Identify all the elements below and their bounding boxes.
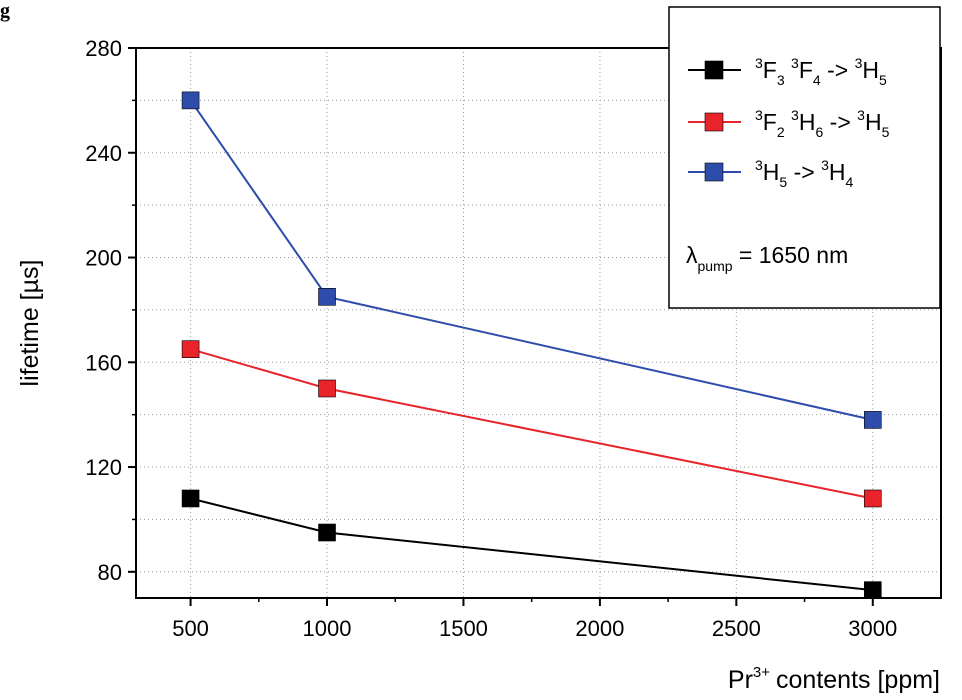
legend-label: 3H5 -> 3H4 (755, 157, 854, 190)
data-point (318, 288, 336, 306)
legend-label-part: F (763, 109, 777, 135)
series-0 (181, 489, 882, 599)
data-point (181, 489, 200, 508)
legend-label-part: -> (787, 159, 821, 185)
legend-box (668, 6, 941, 309)
legend-label-part: 3 (791, 55, 799, 71)
y-tick-label: 120 (85, 455, 122, 480)
legend-label-part: 3 (857, 107, 865, 123)
legend-label-part: 3 (755, 157, 763, 173)
pump-wavelength-annotation: λpump = 1650 nm (686, 242, 848, 274)
series-group (181, 91, 882, 599)
legend-label-part: 3 (821, 157, 829, 173)
y-tick-label: 80 (98, 560, 122, 585)
x-axis-title-text: contents [ppm] (776, 666, 940, 694)
legend-swatch-marker (704, 162, 724, 182)
legend-label: 3F3 3F4 -> 3H5 (755, 55, 887, 88)
legend-label-part: H (829, 159, 846, 185)
legend-entry-2: 3H5 -> 3H4 (688, 157, 854, 190)
legend-label-part: 5 (779, 174, 787, 190)
legend-label-part: 4 (846, 174, 854, 190)
y-tick-label: 240 (85, 141, 122, 166)
series-line (190, 348, 873, 500)
plot-frame (135, 47, 942, 599)
x-tick-label: 500 (172, 616, 209, 641)
x-tick-label: 3000 (848, 616, 897, 641)
pump-wavelength-value: = 1650 nm (733, 242, 849, 268)
x-tick-label: 1500 (439, 616, 488, 641)
x-axis-title-prefix: Pr (728, 666, 753, 694)
series-1 (181, 340, 882, 508)
legend-swatch-marker (704, 112, 724, 132)
x-tick-label: 1000 (303, 616, 352, 641)
legend-label-part: 6 (815, 124, 823, 140)
legend-label-part: 2 (777, 124, 785, 140)
legend-label: 3F2 3H6 -> 3H5 (755, 107, 890, 140)
legend-label-part: 3 (777, 72, 785, 88)
data-point (318, 379, 336, 398)
lambda-symbol: λ (686, 242, 698, 268)
y-axis-title: lifetime [µs] (16, 260, 44, 387)
data-point (863, 581, 882, 599)
axis-ticks: 80 120 160 200 240 280 500 1000 1500 2000 2500 3000 (85, 36, 897, 641)
y-tick-label: 160 (85, 350, 122, 375)
figure-label-fragment: g (0, 0, 10, 22)
legend-entry-1: 3F2 3H6 -> 3H5 (688, 107, 890, 140)
data-point (181, 91, 200, 110)
data-point (863, 489, 882, 508)
legend-label-part: -> (823, 109, 857, 135)
legend-label-part: F (763, 57, 777, 83)
legend-entry-0: 3F3 3F4 -> 3H5 (688, 55, 887, 88)
legend-label-part: 3 (755, 55, 763, 71)
data-point (181, 340, 200, 358)
lambda-subscript: pump (698, 258, 733, 274)
x-tick-label: 2500 (712, 616, 761, 641)
x-axis-title: Pr3+ contents [ppm] (728, 664, 940, 694)
legend-label-part: H (865, 109, 882, 135)
legend-label-part: 3 (755, 107, 763, 123)
legend-label-part: F (799, 57, 813, 83)
x-axis-title-superscript: 3+ (753, 664, 770, 681)
legend-label-part: 4 (813, 72, 821, 88)
legend-label-part: -> (821, 57, 855, 83)
legend-swatch-marker (704, 60, 724, 80)
series-2 (181, 91, 882, 429)
legend-label-part: H (799, 109, 816, 135)
data-point (863, 411, 882, 429)
y-tick-label: 280 (85, 36, 122, 61)
legend-label-part: 5 (879, 72, 887, 88)
series-line (190, 497, 873, 592)
legend-label-part: H (862, 57, 879, 83)
legend-label-part: 5 (882, 124, 890, 140)
legend-label-part: H (763, 159, 780, 185)
y-tick-label: 200 (85, 246, 122, 271)
legend-label-part: 3 (791, 107, 799, 123)
data-point (318, 523, 336, 542)
legend-label-part: 3 (855, 55, 863, 71)
x-tick-label: 2000 (575, 616, 624, 641)
